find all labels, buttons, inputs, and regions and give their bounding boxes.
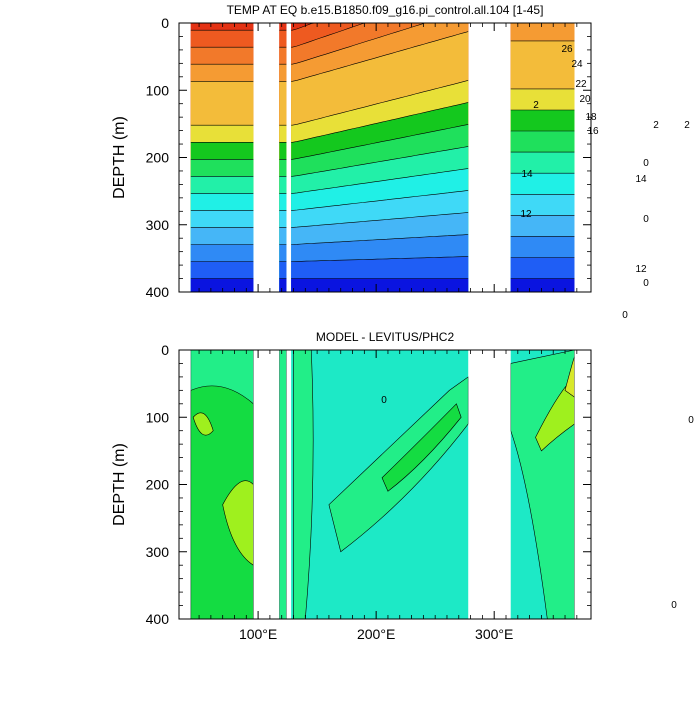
y-axis-label: DEPTH (m) <box>111 116 128 199</box>
contour-band <box>564 356 575 398</box>
y-tick-label: 100 <box>146 409 170 425</box>
y-tick-label: 200 <box>146 150 170 166</box>
contour-band <box>192 412 214 436</box>
contour-label: 22 <box>575 79 587 90</box>
contour-band <box>190 278 575 292</box>
contour-label: 12 <box>635 264 647 275</box>
contour-label: 14 <box>521 169 533 180</box>
chart-title: MODEL - LEVITUS/PHC2 <box>316 330 455 344</box>
y-tick-label: 0 <box>161 342 169 358</box>
contour-band <box>293 350 314 619</box>
chart-title: TEMP AT EQ b.e15.B1850.f09_g16.pi_contro… <box>227 3 544 17</box>
y-tick-label: 400 <box>146 284 170 300</box>
contour-label: 0 <box>643 158 649 169</box>
contour-label: 2 <box>653 120 659 131</box>
contour-label: 24 <box>571 59 583 70</box>
x-tick-label: 100°E <box>239 626 277 642</box>
contour-label: 0 <box>622 310 628 321</box>
y-tick-label: 400 <box>146 611 170 627</box>
contour-label: 20 <box>579 94 591 105</box>
y-tick-label: 100 <box>146 82 170 98</box>
contour-label: 0 <box>381 395 387 406</box>
contour-label: 0 <box>643 278 649 289</box>
contour-field <box>190 350 575 619</box>
panel-1: 26242220181614141212100100200300400TEMP … <box>111 3 647 365</box>
contour-label: 0 <box>643 214 649 225</box>
x-tick-label: 300°E <box>475 626 513 642</box>
contour-label: 16 <box>587 126 599 137</box>
contour-field <box>190 23 575 292</box>
contour-label: 0 <box>688 415 694 426</box>
contour-label: 14 <box>635 174 647 185</box>
contour-label: 26 <box>561 44 573 55</box>
contour-band <box>381 403 462 492</box>
contour-band <box>279 350 287 619</box>
y-tick-label: 0 <box>161 15 169 31</box>
y-tick-label: 200 <box>146 477 170 493</box>
contour-label: 0 <box>671 600 677 611</box>
y-axis-label: DEPTH (m) <box>111 443 128 526</box>
y-tick-label: 300 <box>146 544 170 560</box>
contour-band <box>222 480 254 566</box>
contour-label: 2 <box>684 120 690 131</box>
contour-label: 2 <box>533 100 539 111</box>
contour-label: 12 <box>520 209 532 220</box>
contour-band <box>535 376 575 452</box>
y-tick-label: 300 <box>146 217 170 233</box>
x-tick-label: 200°E <box>357 626 395 642</box>
